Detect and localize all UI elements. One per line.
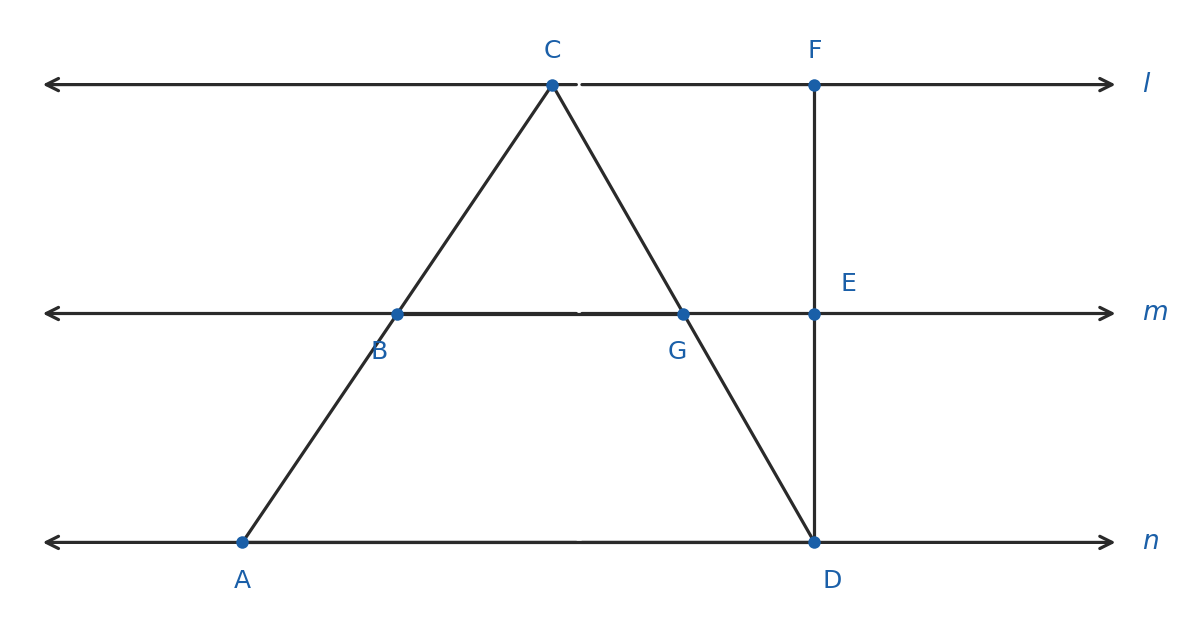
Text: D: D bbox=[823, 569, 842, 593]
Text: m: m bbox=[1142, 300, 1168, 327]
Text: n: n bbox=[1142, 529, 1159, 556]
Text: C: C bbox=[544, 39, 562, 63]
Text: l: l bbox=[1142, 71, 1150, 98]
Text: B: B bbox=[371, 340, 388, 364]
Text: F: F bbox=[808, 39, 822, 63]
Text: G: G bbox=[668, 340, 688, 364]
Text: E: E bbox=[841, 271, 857, 296]
Text: A: A bbox=[234, 569, 251, 593]
